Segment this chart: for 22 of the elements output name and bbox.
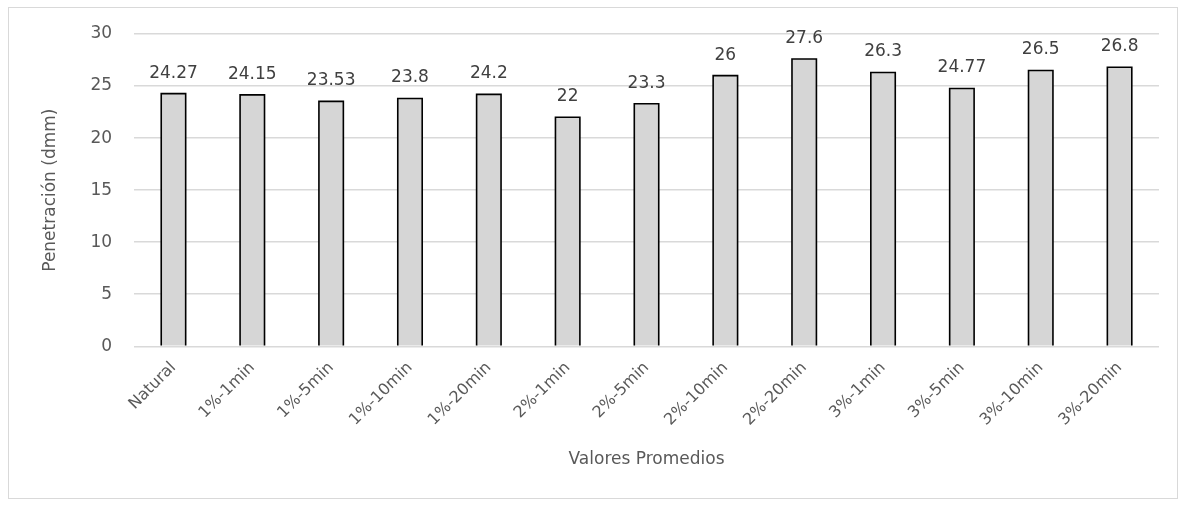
y-tick-label: 5	[101, 282, 113, 303]
data-label: 24.77	[937, 56, 987, 77]
y-tick-label: 20	[90, 126, 113, 147]
data-label: 24.27	[149, 61, 198, 82]
x-axis-title: Valores Promedios	[568, 448, 725, 469]
y-tick-label: 30	[90, 22, 113, 43]
data-label: 26.5	[1021, 38, 1060, 59]
y-tick-label: 25	[90, 74, 113, 95]
y-tick-label: 0	[101, 334, 113, 355]
data-label: 26.3	[864, 40, 902, 61]
y-axis-title: Penetración (dmm)	[38, 108, 59, 272]
y-tick-label: 10	[90, 230, 113, 251]
data-label: 23.53	[306, 69, 356, 90]
data-label: 26.8	[1100, 35, 1139, 56]
data-label: 23.3	[627, 71, 666, 92]
data-label: 24.2	[469, 62, 508, 83]
data-label: 24.15	[227, 62, 277, 83]
data-label: 23.8	[391, 66, 429, 87]
data-label: 26	[714, 43, 737, 64]
y-tick-label: 15	[90, 178, 113, 199]
data-label: 22	[556, 85, 579, 106]
data-label: 27.6	[785, 26, 824, 47]
